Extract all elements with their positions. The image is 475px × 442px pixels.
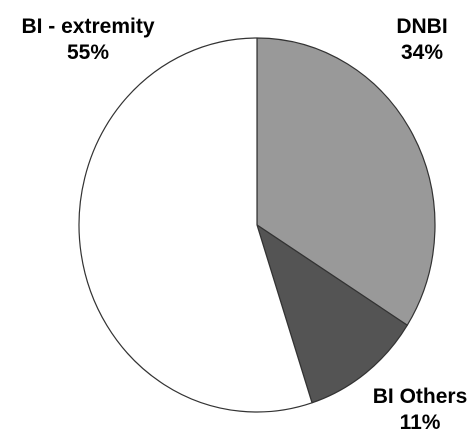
slice-category-bi-others: BI Others: [372, 385, 468, 408]
slice-label-dnbi: DNBI 34%: [390, 14, 454, 66]
slice-label-bi-extremity: BI - extremity 55%: [8, 14, 168, 66]
slice-percent-bi-extremity: 55%: [66, 41, 110, 64]
pie-slice-dnbi: [256, 37, 436, 326]
slice-label-bi-others: BI Others 11%: [368, 384, 472, 436]
slice-percent-bi-others: 11%: [399, 411, 441, 434]
slice-category-dnbi: DNBI: [396, 15, 448, 38]
slice-percent-dnbi: 34%: [400, 41, 444, 64]
slice-category-bi-extremity: BI - extremity: [21, 15, 155, 38]
pie-slice-bi-extremity: [78, 37, 313, 413]
pie-slice-bi-others: [256, 224, 408, 404]
